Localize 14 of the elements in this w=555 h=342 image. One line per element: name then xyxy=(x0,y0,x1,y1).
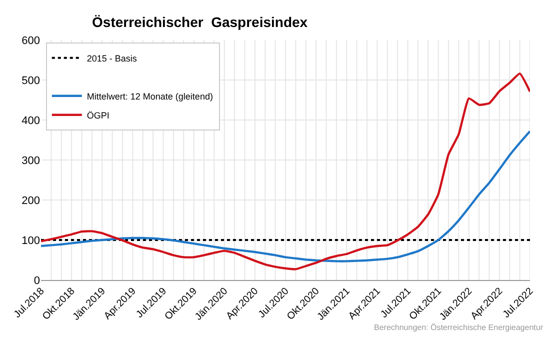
y-tick-label: 300 xyxy=(22,154,40,167)
legend-label: ÖGPI xyxy=(86,110,110,120)
y-tick-label: 200 xyxy=(22,194,40,207)
y-tick-label: 500 xyxy=(22,74,40,87)
y-tick-label: 600 xyxy=(22,34,40,47)
text: Berechnungen: Österreichische Energieagentur xyxy=(374,323,544,332)
y-tick-label: 400 xyxy=(22,114,40,127)
chart-title: Österreichischer Gaspreisindex xyxy=(92,14,308,30)
legend-label: Mittelwert: 12 Monate (gleitend) xyxy=(86,91,213,102)
y-tick-label: 0 xyxy=(34,274,40,287)
line-series xyxy=(41,130,530,262)
line-series xyxy=(41,72,530,270)
legend-label: 2015 - Basis xyxy=(86,53,138,64)
y-tick-label: 100 xyxy=(22,234,40,247)
